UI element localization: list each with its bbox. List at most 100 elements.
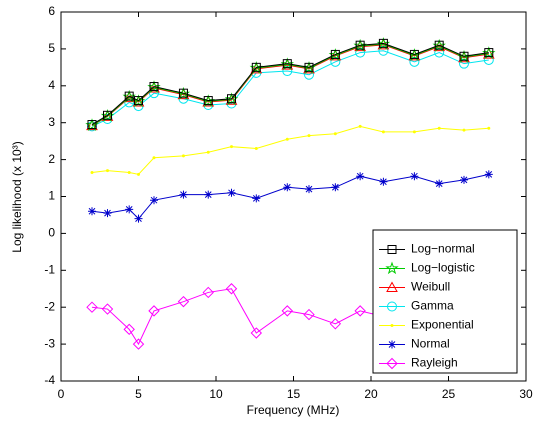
marker [285, 137, 289, 141]
marker [283, 183, 292, 192]
x-axis-label: Frequency (MHz) [247, 403, 340, 417]
marker [123, 323, 135, 336]
marker [484, 170, 493, 179]
y-tick-label: -1 [44, 262, 55, 276]
y-tick-label: 6 [48, 4, 55, 18]
x-tick-label: 25 [442, 387, 456, 401]
marker [304, 62, 314, 72]
x-tick-label: 5 [135, 387, 142, 401]
marker [358, 124, 362, 128]
marker [132, 338, 145, 350]
legend-label: Normal [411, 337, 450, 351]
marker [227, 188, 236, 197]
marker [181, 154, 185, 158]
marker [179, 190, 188, 199]
marker [435, 179, 444, 188]
marker [434, 40, 444, 50]
marker [206, 150, 210, 154]
marker [355, 40, 365, 50]
marker [149, 82, 159, 92]
marker [227, 94, 236, 104]
y-axis-label: Log likelihood (x 10³) [10, 141, 24, 252]
marker [90, 171, 94, 175]
series-line [91, 125, 489, 175]
marker [148, 305, 160, 317]
legend-label: Rayleigh [411, 356, 458, 370]
marker [385, 261, 399, 275]
marker [331, 183, 340, 192]
marker [282, 59, 292, 69]
marker [124, 91, 134, 101]
marker [254, 147, 258, 151]
marker [330, 49, 340, 59]
legend-label: Gamma [411, 299, 454, 313]
marker [386, 357, 398, 370]
marker [390, 324, 394, 327]
legend-label: Weibull [411, 280, 450, 294]
legend-box [372, 229, 518, 374]
marker [333, 132, 337, 136]
marker [87, 120, 97, 130]
x-tick-label: 10 [209, 387, 223, 401]
marker [356, 172, 365, 181]
marker [86, 301, 98, 313]
marker [204, 190, 213, 199]
marker [106, 169, 109, 173]
marker [88, 207, 96, 216]
y-tick-label: -2 [44, 299, 55, 313]
x-tick-label: 20 [364, 387, 378, 401]
y-tick-label: 5 [48, 41, 55, 55]
legend-label: Exponential [411, 318, 474, 332]
marker [225, 283, 238, 295]
x-tick-label: 0 [58, 387, 65, 401]
marker [125, 205, 134, 214]
marker [303, 308, 315, 321]
legend-label: Log−normal [411, 242, 475, 256]
y-tick-label: 4 [48, 78, 55, 92]
x-tick-label: 30 [519, 387, 533, 401]
marker [381, 130, 385, 134]
marker [387, 301, 397, 312]
marker [103, 209, 112, 218]
marker [484, 48, 494, 58]
marker [487, 126, 491, 130]
marker [203, 96, 213, 106]
marker [251, 62, 261, 72]
marker [250, 327, 263, 339]
marker [202, 286, 214, 299]
marker [410, 172, 419, 181]
marker [459, 51, 469, 61]
y-tick-label: 1 [48, 189, 55, 203]
legend-label: Log−logistic [411, 261, 475, 275]
marker [101, 303, 114, 315]
marker [177, 295, 190, 308]
marker [462, 128, 466, 132]
y-tick-label: -4 [44, 373, 55, 387]
marker [329, 318, 342, 330]
marker [379, 177, 388, 186]
marker [305, 185, 313, 194]
y-tick-label: 3 [48, 115, 55, 129]
plot-frame [60, 11, 527, 382]
marker [378, 38, 388, 48]
marker [150, 196, 158, 205]
marker [460, 175, 468, 184]
y-tick-label: 0 [48, 226, 55, 240]
legend: Log−normal Log−logistic Weibull Gamma Expone… [372, 229, 518, 374]
marker [230, 145, 233, 149]
marker [387, 245, 397, 254]
marker [412, 130, 416, 134]
marker [127, 171, 131, 175]
marker [409, 49, 419, 59]
marker [354, 305, 366, 317]
marker [103, 110, 112, 120]
marker [386, 281, 398, 292]
marker [178, 88, 188, 98]
marker [437, 126, 441, 130]
y-tick-label: -3 [44, 336, 55, 350]
marker [252, 194, 261, 203]
x-tick-label: 15 [287, 387, 301, 401]
marker [307, 134, 311, 138]
marker [134, 96, 143, 106]
